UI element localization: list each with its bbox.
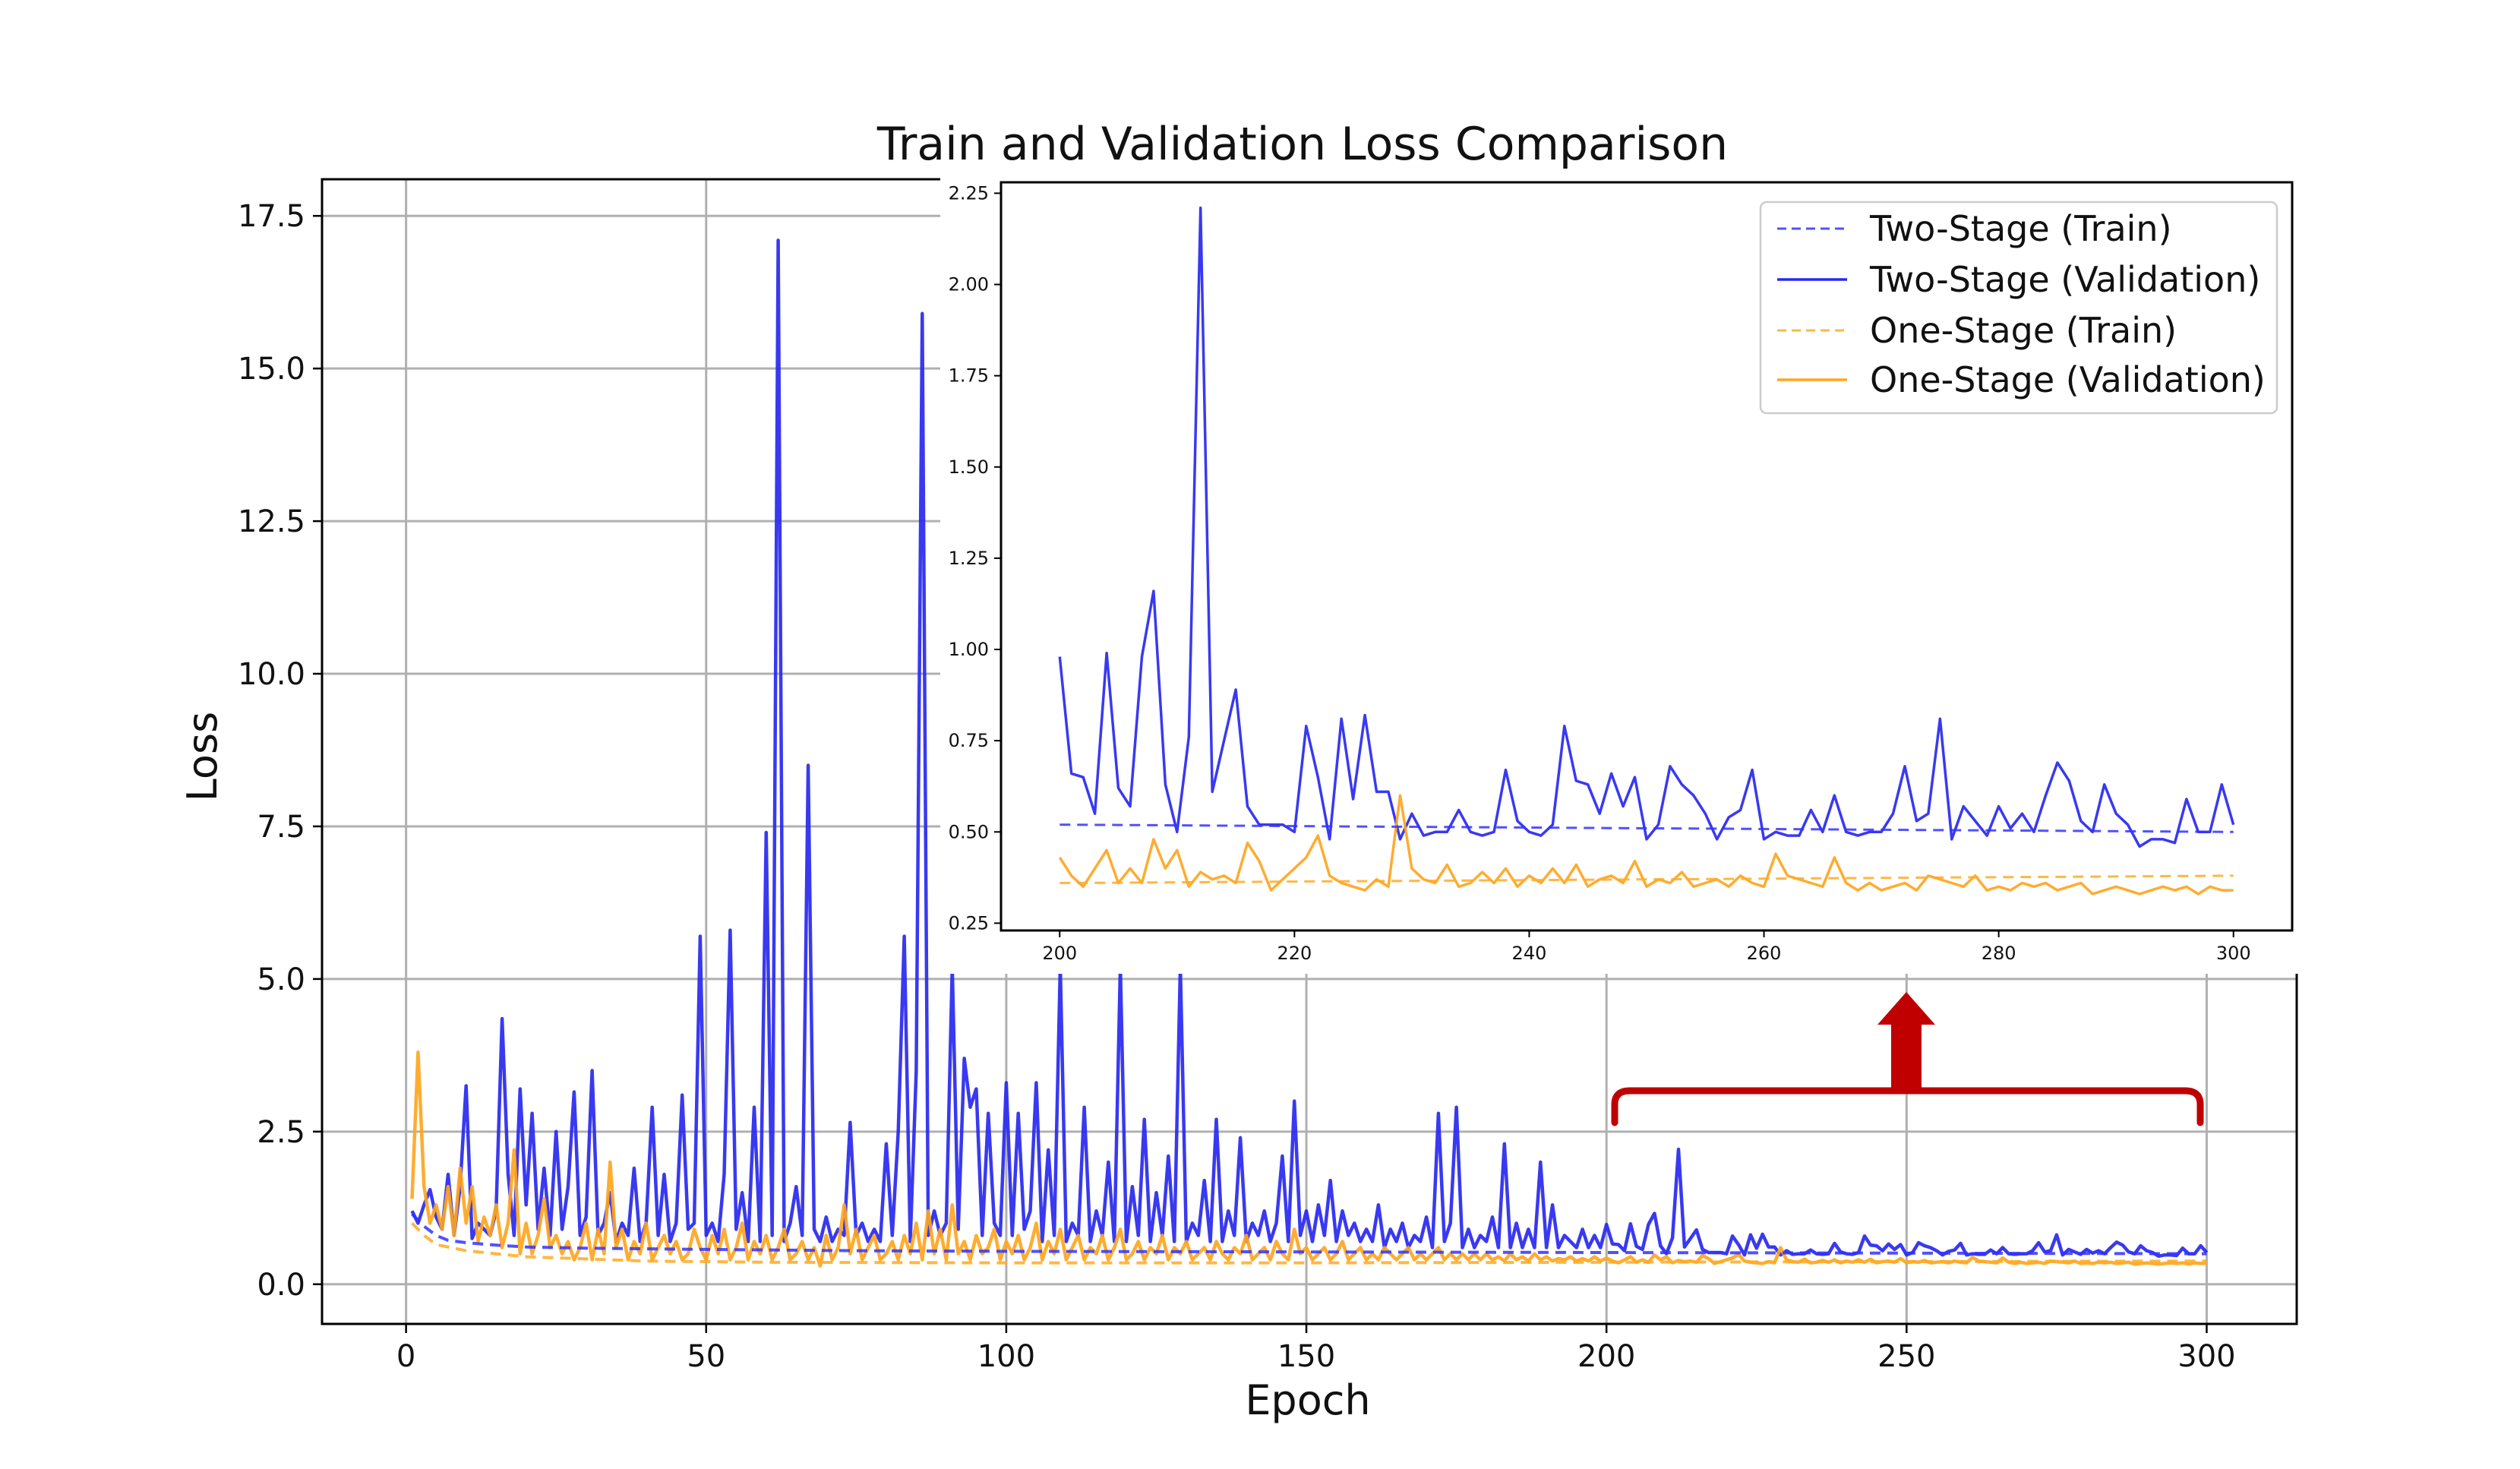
x-tick-label: 50 xyxy=(687,1339,725,1374)
inset-y-tick-label: 0.25 xyxy=(949,912,989,934)
main-line-two-stage-train xyxy=(411,1212,2207,1256)
x-tick-label: 200 xyxy=(1577,1339,1635,1374)
inset-line-two-stage-validation xyxy=(1058,206,2235,848)
legend-item: One-Stage (Train) xyxy=(1777,310,2177,351)
inset-chart: 200 220 240 260 280 300 0.25 0.50 0.75 1.00 1.25 1.… xyxy=(940,169,2304,974)
legend-label: One-Stage (Validation) xyxy=(1870,359,2266,400)
inset-x-tick-label: 280 xyxy=(1982,943,2016,964)
inset-y-tick-label: 1.75 xyxy=(949,365,989,387)
inset-y-tick-label: 1.00 xyxy=(949,639,989,660)
inset-x-tick-label: 300 xyxy=(2216,943,2251,964)
inset-series-lines xyxy=(1058,206,2235,896)
legend-item: Two-Stage (Validation) xyxy=(1777,259,2260,300)
inset-x-tick-label: 200 xyxy=(1042,943,1077,964)
inset-plot-frame xyxy=(999,181,2294,932)
y-tick-label: 7.5 xyxy=(257,810,305,845)
x-tick-label: 100 xyxy=(977,1339,1035,1374)
y-tick-label: 17.5 xyxy=(238,199,305,234)
inset-x-tick-label: 240 xyxy=(1512,943,1547,964)
chart-title: Train and Validation Loss Comparison xyxy=(876,118,1728,171)
arrow-head-icon xyxy=(1877,992,1935,1025)
legend: Two-Stage (Train) Two-Stage (Validation)… xyxy=(1759,201,2278,415)
inset-line-one-stage-validation xyxy=(1058,794,2234,896)
main-series-lines xyxy=(410,239,2209,1268)
legend-box xyxy=(1759,201,2278,415)
x-axis-label: Epoch xyxy=(1245,1376,1370,1424)
x-tick-label: 250 xyxy=(1877,1339,1935,1374)
inset-y-tick-label: 0.50 xyxy=(949,821,989,842)
inset-y-tick-label: 0.75 xyxy=(949,730,989,751)
y-tick-label: 15.0 xyxy=(238,352,305,387)
x-tick-label: 300 xyxy=(2177,1339,2235,1374)
x-tick-label: 0 xyxy=(396,1339,415,1374)
inset-y-tick-label: 2.25 xyxy=(949,182,989,204)
legend-label: One-Stage (Train) xyxy=(1870,310,2177,351)
inset-ticks: 200 220 240 260 280 300 0.25 0.50 0.75 1.00 1.25 1.… xyxy=(949,182,2251,964)
inset-y-tick-label: 2.00 xyxy=(949,274,989,295)
legend-label: Two-Stage (Validation) xyxy=(1869,259,2260,300)
inset-x-tick-label: 260 xyxy=(1747,943,1782,964)
legend-item: Two-Stage (Train) xyxy=(1777,208,2172,249)
legend-label: Two-Stage (Train) xyxy=(1869,208,2172,249)
y-axis-label: Loss xyxy=(178,712,226,801)
main-line-one-stage-train xyxy=(411,1221,2207,1265)
y-tick-label: 0.0 xyxy=(257,1268,305,1303)
zoom-annotation xyxy=(1611,992,2204,1126)
y-tick-label: 5.0 xyxy=(257,962,305,997)
arrow-shaft xyxy=(1891,1025,1922,1091)
y-tick-label: 10.0 xyxy=(238,657,305,692)
inset-line-two-stage-train xyxy=(1059,823,2234,833)
inset-y-tick-label: 1.50 xyxy=(949,456,989,478)
main-ticks: 0 50 100 150 200 250 300 0.0 2.5 5.0 7.5 10.0 12.5 15… xyxy=(238,199,2236,1374)
legend-item: One-Stage (Validation) xyxy=(1777,359,2266,400)
inset-y-tick-label: 1.25 xyxy=(949,548,989,569)
inset-line-one-stage-train xyxy=(1059,874,2234,884)
y-tick-label: 2.5 xyxy=(257,1115,305,1150)
inset-x-tick-label: 220 xyxy=(1277,943,1312,964)
x-tick-label: 150 xyxy=(1277,1339,1335,1374)
y-tick-label: 12.5 xyxy=(238,504,305,539)
